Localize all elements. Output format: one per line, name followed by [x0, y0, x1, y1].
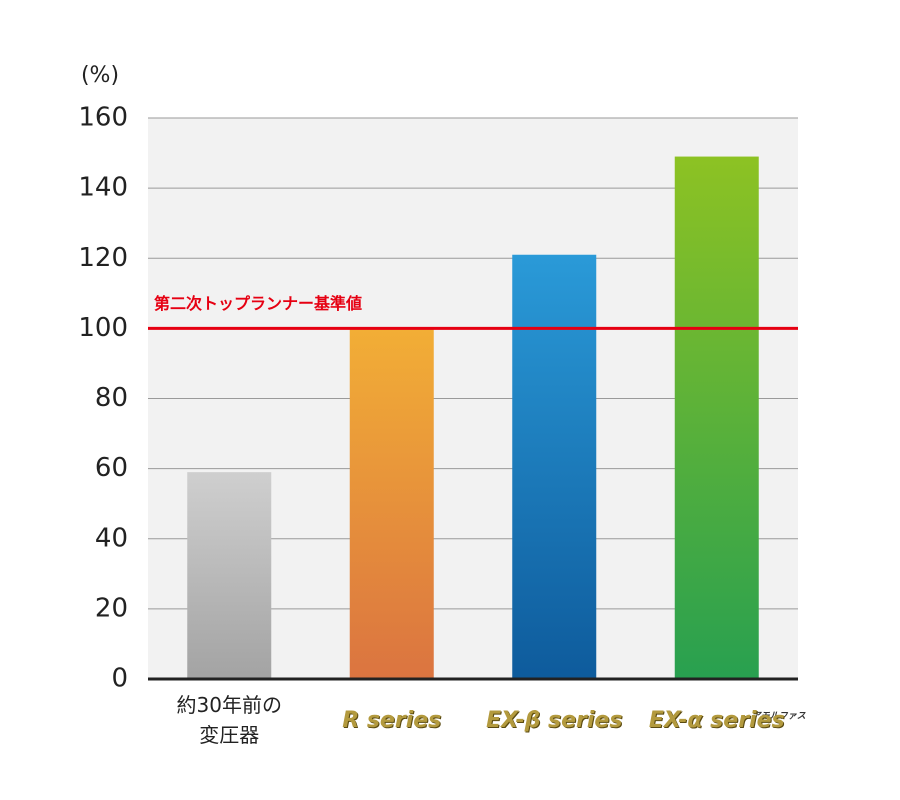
bar — [674, 156, 759, 680]
y-tick-label: 80 — [95, 383, 128, 413]
x-tick-label: EX-α series — [648, 708, 785, 733]
category-badge: アモルファス — [752, 712, 806, 722]
y-axis-label: (%) — [81, 63, 119, 88]
reference-label: 第二次トップランナー基準値 — [154, 294, 362, 313]
y-tick-label: 40 — [95, 523, 128, 553]
x-tick-label: 約30年前の 変圧器 — [176, 693, 282, 747]
bar — [512, 254, 597, 679]
y-tick-label: 120 — [78, 243, 128, 273]
x-tick-label: EX-β series — [486, 708, 623, 733]
y-tick-label: 60 — [95, 453, 128, 483]
y-tick-label: 160 — [78, 103, 128, 133]
y-tick-label: 0 — [111, 664, 128, 694]
y-tick-label: 140 — [78, 173, 128, 203]
bar — [349, 328, 434, 679]
y-tick-label: 20 — [95, 593, 128, 623]
y-tick-label: 100 — [78, 313, 128, 343]
x-tick-label: R series — [342, 708, 442, 733]
bar — [187, 472, 272, 679]
